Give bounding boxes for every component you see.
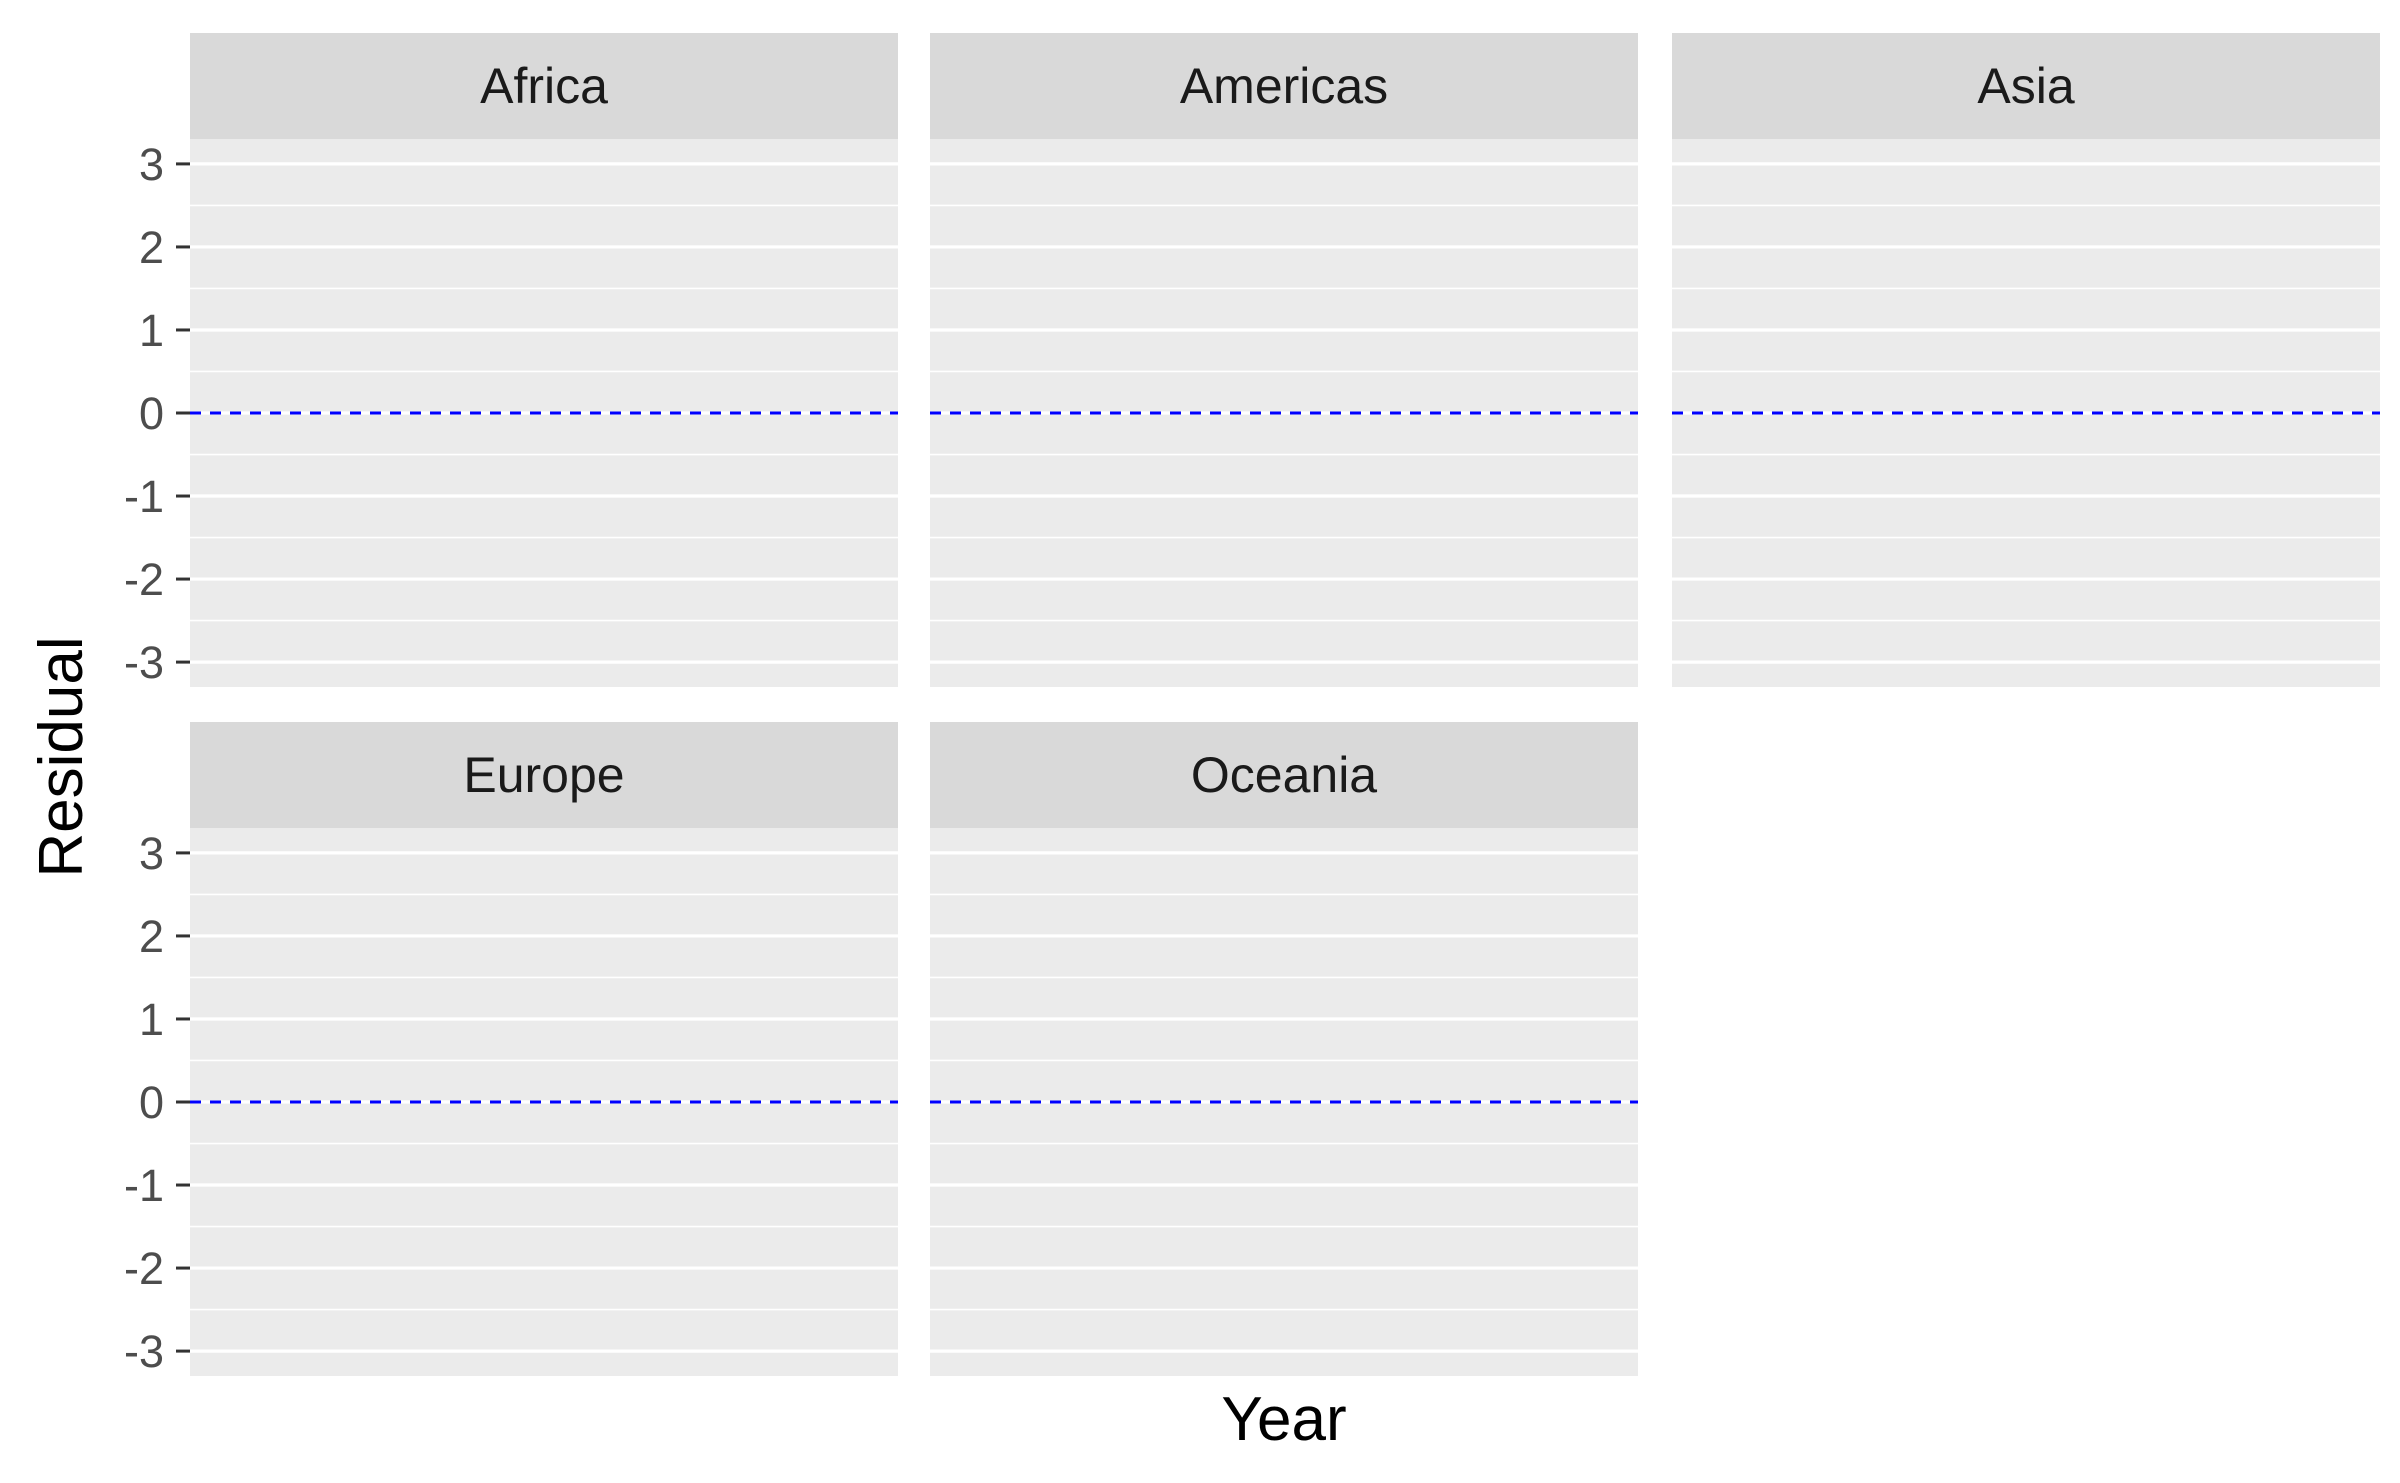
facet-strip: [930, 33, 1638, 139]
facet-strip-label: Asia: [1977, 58, 2074, 114]
y-tick-label: -3: [124, 637, 164, 688]
facet-strip-label: Oceania: [1191, 747, 1377, 803]
facet-strip-label: Africa: [480, 58, 608, 114]
y-tick-label: 1: [139, 994, 164, 1045]
facet-strip: [930, 722, 1638, 828]
facet-strip: [190, 33, 898, 139]
y-tick-label: 2: [139, 222, 164, 273]
facet-strip: [1672, 33, 2380, 139]
facet-panel-africa: Africa 3 2 1 0 -1 -2 -3: [124, 33, 898, 688]
facet-panel-oceania: Oceania: [930, 722, 1638, 1376]
facet-strip-label: Europe: [463, 747, 624, 803]
facet-panels: Africa 3 2 1 0 -1 -2 -3 Americas Asia Europe 3 2 1 0 -1…: [124, 33, 2380, 1377]
x-axis-title: Year: [1221, 1385, 1346, 1454]
facet-strip-label: Americas: [1180, 58, 1388, 114]
y-tick-label: -1: [124, 471, 164, 522]
y-tick-label: -3: [124, 1326, 164, 1377]
facet-panel-asia: Asia: [1672, 33, 2380, 687]
y-tick-label: 3: [139, 828, 164, 879]
y-tick-label: 0: [139, 388, 164, 439]
facet-panel-americas: Americas: [930, 33, 1638, 687]
facet-strip: [190, 722, 898, 828]
facet-panel-europe: Europe 3 2 1 0 -1 -2 -3: [124, 722, 898, 1377]
y-axis-title: Residual: [27, 636, 96, 877]
y-tick-label: -2: [124, 554, 164, 605]
y-tick-label: 3: [139, 139, 164, 190]
y-tick-label: 0: [139, 1077, 164, 1128]
y-tick-label: -1: [124, 1160, 164, 1211]
y-tick-label: 2: [139, 911, 164, 962]
y-tick-label: -2: [124, 1243, 164, 1294]
y-tick-label: 1: [139, 305, 164, 356]
